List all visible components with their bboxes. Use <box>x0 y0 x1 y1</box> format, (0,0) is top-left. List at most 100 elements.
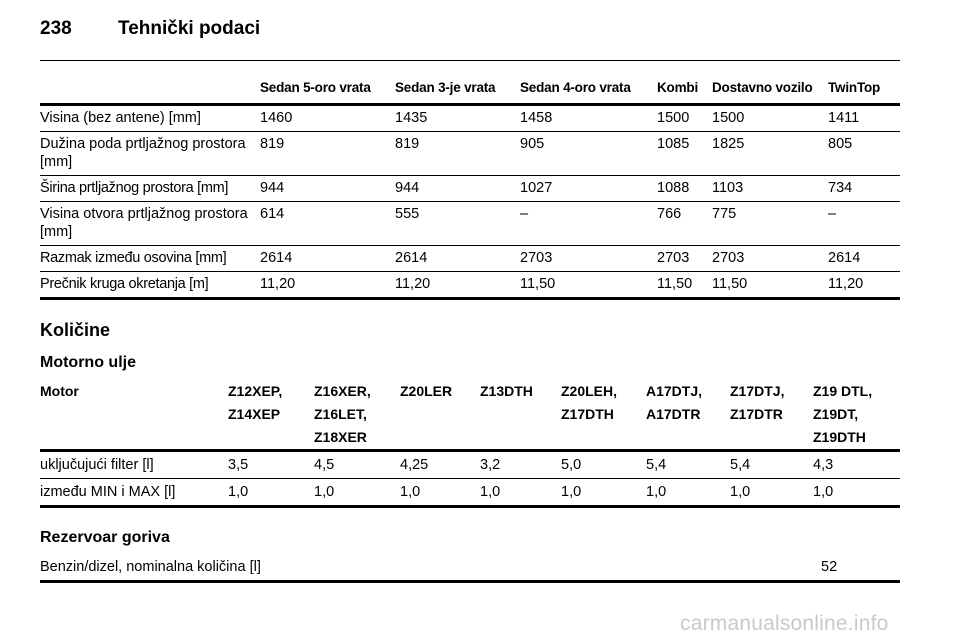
table-cell: – <box>828 205 837 222</box>
table-cell: 1085 <box>657 135 690 152</box>
table-row: uključujući filter [l] 3,5 4,5 4,25 3,2 … <box>40 451 900 479</box>
section-title-quantities: Količine <box>40 320 111 340</box>
table-cell: 1411 <box>828 109 860 126</box>
fuel-tank-table: Benzin/dizel, nominalna količina [l] 52 <box>40 556 900 583</box>
table-cell: 1825 <box>712 135 745 152</box>
header-line: Z20LEH, <box>561 383 618 399</box>
table-row: Benzin/dizel, nominalna količina [l] 52 <box>40 556 900 582</box>
dimensions-table: Sedan 5-oro vrata Sedan 3-je vrata Sedan… <box>40 78 900 300</box>
row-label: Širina prtljažnog prostora [mm] <box>40 179 229 196</box>
table-cell: 11,50 <box>520 275 556 292</box>
header-line: A17DTJ, <box>646 383 703 399</box>
header-line: Z16XER, <box>314 383 371 399</box>
header-line: Z13DTH <box>480 383 533 399</box>
table-row: Visina otvora prtljažnog prostora [mm] 6… <box>40 201 900 245</box>
column-header-engine: Z13DTH <box>480 380 561 451</box>
engine-oil-table: Motor Z12XEP, Z14XEP Z16XER, Z16LET, Z18… <box>40 380 900 508</box>
table-cell: 555 <box>395 205 420 222</box>
table-cell: 775 <box>712 205 737 222</box>
header-line: Z17DTJ, <box>730 383 785 399</box>
table-cell: 1,0 <box>480 484 501 500</box>
table-cell: 1027 <box>520 179 553 196</box>
table-header-row: Motor Z12XEP, Z14XEP Z16XER, Z16LET, Z18… <box>40 380 900 451</box>
table-cell: 11,50 <box>657 275 693 292</box>
table-cell: 5,4 <box>646 457 667 473</box>
table-cell: 944 <box>260 179 285 196</box>
row-label: Benzin/dizel, nominalna količina [l] <box>40 559 261 575</box>
column-header-sedan-5: Sedan 5-oro vrata <box>260 80 371 95</box>
header-line: Z17DTR <box>730 406 783 422</box>
column-header-engine: A17DTJ, A17DTR <box>646 380 730 451</box>
table-cell: 1,0 <box>228 484 249 500</box>
row-label: Razmak između osovina [mm] <box>40 249 227 266</box>
header-line: Z20LER <box>400 383 453 399</box>
column-header-engine: Z12XEP, Z14XEP <box>228 380 314 451</box>
table-cell: 1500 <box>712 109 745 126</box>
table-cell: 1,0 <box>730 484 751 500</box>
header-line: Z12XEP, <box>228 383 283 399</box>
table-cell: 819 <box>395 135 420 152</box>
header-divider <box>40 60 900 61</box>
table-cell: 1460 <box>260 109 293 126</box>
watermark: carmanualsonline.info <box>680 612 889 635</box>
row-label: Prečnik kruga okretanja [m] <box>40 275 209 292</box>
column-header-kombi: Kombi <box>657 80 698 95</box>
table-cell: 2614 <box>828 249 861 266</box>
table-header-row: Sedan 5-oro vrata Sedan 3-je vrata Sedan… <box>40 78 900 104</box>
column-header-dostavno: Dostavno vozilo <box>712 80 813 95</box>
column-header-sedan-3: Sedan 3-je vrata <box>395 80 496 95</box>
table-cell: 11,20 <box>828 275 864 292</box>
table-cell: 766 <box>657 205 682 222</box>
header-line: Z17DTH <box>561 406 614 422</box>
table-cell: 3,2 <box>480 457 501 473</box>
header-line: Z19DTH <box>813 429 866 445</box>
table-cell: 905 <box>520 135 545 152</box>
table-cell: 1,0 <box>646 484 667 500</box>
column-header-twintop: TwinTop <box>828 80 881 95</box>
table-cell: 1088 <box>657 179 690 196</box>
table-cell: 1500 <box>657 109 690 126</box>
table-cell: 1103 <box>712 179 744 196</box>
table-cell: 4,3 <box>813 457 834 473</box>
page-title: Tehnički podaci <box>118 18 261 39</box>
table-cell: 819 <box>260 135 285 152</box>
table-row: Razmak između osovina [mm] 2614 2614 270… <box>40 245 900 271</box>
column-header-engine: Z17DTJ, Z17DTR <box>730 380 813 451</box>
header-line: Z19DT, <box>813 406 859 422</box>
header-line: Z16LET, <box>314 406 367 422</box>
header-line: Z18XER <box>314 429 367 445</box>
table-cell: 805 <box>828 135 853 152</box>
table-cell: 1,0 <box>813 484 834 500</box>
header-line: A17DTR <box>646 406 701 422</box>
table-cell: 944 <box>395 179 420 196</box>
table-cell: 614 <box>260 205 285 222</box>
row-label: Visina (bez antene) [mm] <box>40 109 201 126</box>
table-cell: 1,0 <box>400 484 421 500</box>
subsection-title-oil: Motorno ulje <box>40 354 136 371</box>
table-cell: 5,4 <box>730 457 751 473</box>
column-header-sedan-4: Sedan 4-oro vrata <box>520 80 631 95</box>
table-row: Širina prtljažnog prostora [mm] 944 944 … <box>40 175 900 201</box>
table-cell: 11,50 <box>712 275 748 292</box>
header-line: Z19 DTL, <box>813 383 873 399</box>
table-cell: 2614 <box>395 249 428 266</box>
column-header <box>40 78 260 104</box>
table-row: Visina (bez antene) [mm] 1460 1435 1458 … <box>40 104 900 131</box>
page-number: 238 <box>40 18 72 39</box>
column-header-engine: Z19 DTL, Z19DT, Z19DTH <box>813 380 900 451</box>
subsection-title-fuel: Rezervoar goriva <box>40 529 170 546</box>
table-cell: 52 <box>821 559 838 575</box>
table-cell: 5,0 <box>561 457 582 473</box>
table-row: Dužina poda prtljažnog prostora [mm] 819… <box>40 131 900 175</box>
table-cell: 2703 <box>657 249 690 266</box>
header-line: Motor <box>40 383 79 399</box>
table-cell: 11,20 <box>260 275 296 292</box>
row-label: Dužina poda prtljažnog prostora [mm] <box>40 135 246 170</box>
table-cell: 2703 <box>712 249 745 266</box>
table-cell: 1,0 <box>314 484 335 500</box>
table-cell: 4,5 <box>314 457 335 473</box>
header-line: Z14XEP <box>228 406 281 422</box>
table-cell: 1435 <box>395 109 428 126</box>
table-cell: 734 <box>828 179 853 196</box>
table-row: Prečnik kruga okretanja [m] 11,20 11,20 … <box>40 271 900 298</box>
